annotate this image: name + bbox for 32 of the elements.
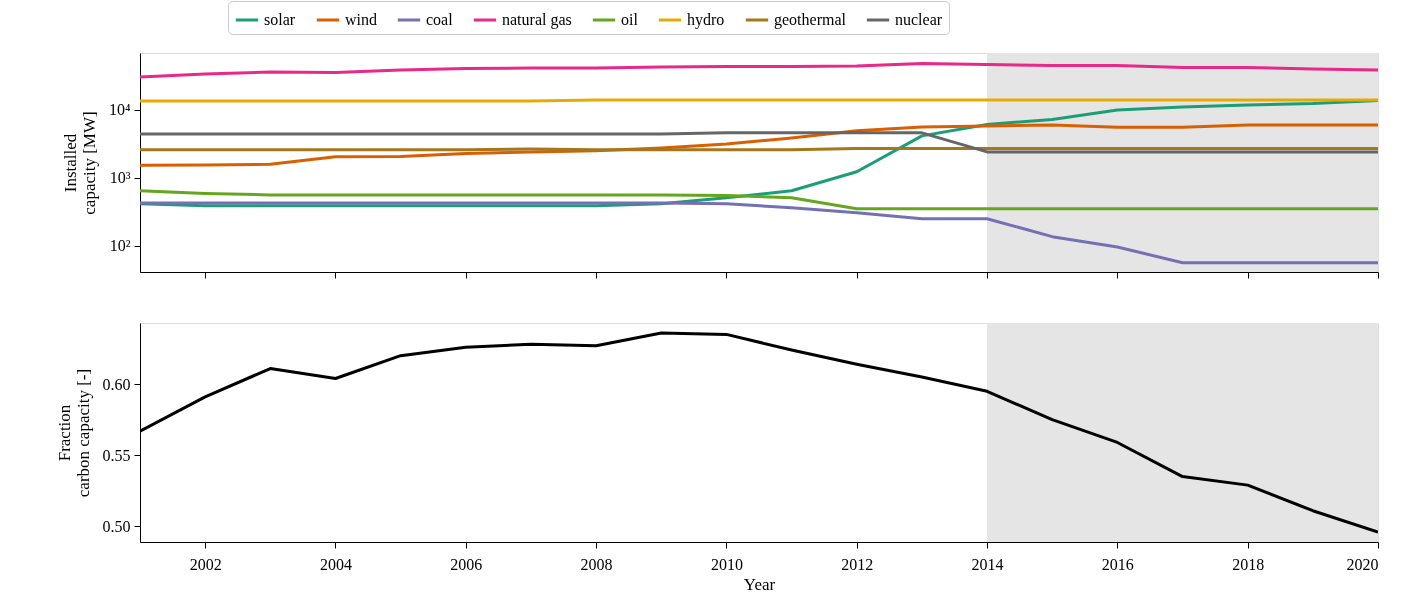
y-tick-label: 0.50 [102, 517, 131, 535]
y-tick-label: 10² [109, 237, 131, 255]
x-tick-label: 2014 [971, 555, 1004, 573]
line-series [140, 131, 1378, 154]
x-tick-label: 2012 [841, 555, 874, 573]
y-tick-label: 0.60 [102, 375, 131, 393]
legend-label: oil [621, 11, 639, 28]
x-tick-label: 2016 [1101, 555, 1134, 573]
legend-label: coal [426, 11, 454, 28]
legend-label: wind [345, 11, 377, 28]
legend-label: natural gas [502, 11, 572, 29]
line-series [140, 201, 1378, 265]
legend-label: geothermal [774, 11, 847, 29]
x-tick-label: 2004 [319, 555, 352, 573]
x-tick-label: 2006 [450, 555, 483, 573]
line-series [140, 62, 1378, 79]
x-tick-label: 2010 [710, 555, 743, 573]
y-tick-label: 10⁴ [108, 101, 131, 119]
line-series [140, 123, 1378, 167]
y-tick-label: 10³ [109, 169, 131, 187]
legend-label: hydro [687, 11, 725, 29]
y-axis-title: Installed capacity [MW] [60, 111, 99, 215]
y-tick-label: 0.55 [102, 446, 131, 464]
legend-label: solar [264, 11, 296, 28]
x-axis-title: Year [743, 574, 776, 594]
y-axis-title: Fraction carbon capacity [-] [54, 368, 93, 498]
line-series [140, 189, 1378, 211]
x-tick-label: 2008 [580, 555, 613, 573]
x-tick-label: 2020 [1346, 555, 1379, 573]
x-tick-label: 2018 [1232, 555, 1265, 573]
legend-label: nuclear [895, 11, 943, 28]
x-tick-label: 2002 [189, 555, 222, 573]
